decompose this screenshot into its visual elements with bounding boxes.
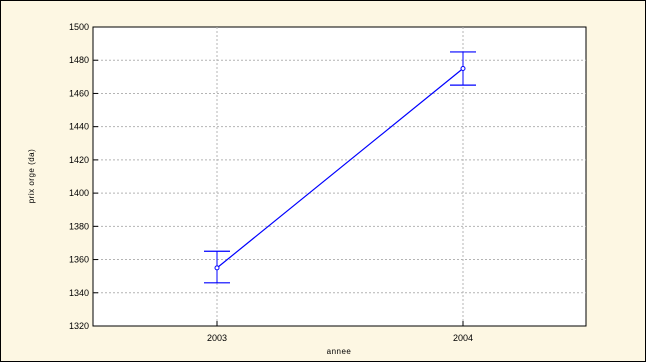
y-axis-label: prix orge (da) xyxy=(27,149,36,204)
y-tick-label: 1400 xyxy=(69,188,89,198)
data-point xyxy=(214,265,220,271)
y-ticks: 1320 1340 1360 1380 1400 1420 1440 1460 1480 1500 xyxy=(69,22,98,331)
y-tick-label: 1440 xyxy=(69,122,89,132)
y-tick-label: 1420 xyxy=(69,155,89,165)
x-tick-label: 2004 xyxy=(453,333,473,343)
plot-area xyxy=(92,26,587,327)
y-tick-label: 1460 xyxy=(69,88,89,98)
x-tick-label: 2003 xyxy=(207,333,227,343)
y-tick-label: 1320 xyxy=(69,321,89,331)
series xyxy=(204,51,476,284)
x-ticks: 2003 2004 xyxy=(207,321,473,343)
series-line xyxy=(216,68,464,269)
y-tick-label: 1340 xyxy=(69,288,89,298)
y-tick-label: 1480 xyxy=(69,55,89,65)
y-tick-label: 1500 xyxy=(69,22,89,32)
y-tick-label: 1360 xyxy=(69,255,89,265)
data-point xyxy=(460,66,466,72)
x-axis-label: annee xyxy=(327,347,352,356)
y-tick-label: 1380 xyxy=(69,221,89,231)
